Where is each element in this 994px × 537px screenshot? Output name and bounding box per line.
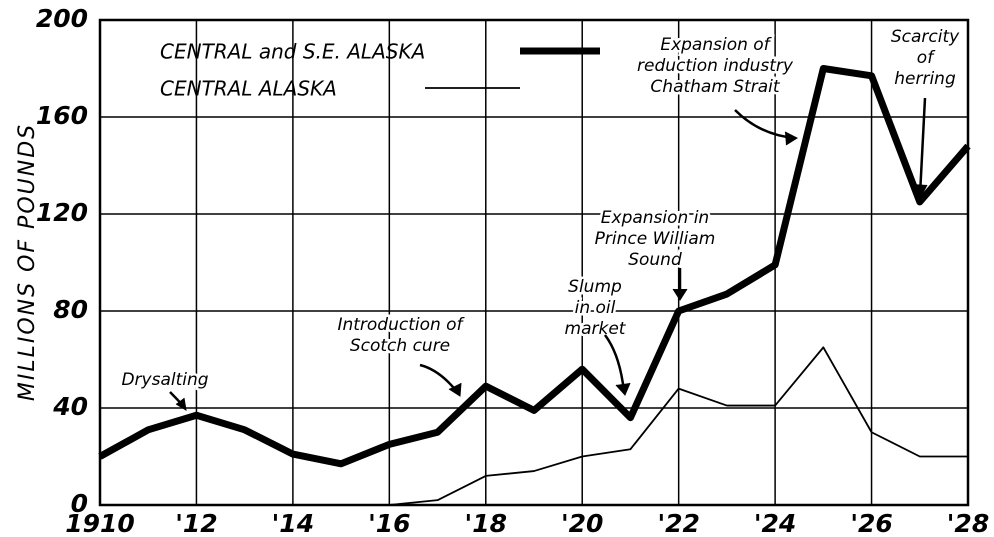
- x-tick-label: '24: [754, 509, 796, 537]
- y-axis-label: MILLIONS OF POUNDS: [15, 123, 40, 401]
- arrow-head: [672, 288, 688, 301]
- x-tick-label: 1910: [65, 509, 135, 537]
- y-tick-label: 120: [36, 198, 88, 227]
- x-tick-label: '20: [561, 509, 603, 537]
- plot-frame: [98, 18, 970, 507]
- annotation-arrow: [918, 97, 927, 196]
- annotation: Scotch cure: [350, 336, 450, 356]
- y-tick-label: 40: [52, 392, 88, 421]
- annotation: herring: [894, 69, 956, 89]
- x-tick-label: '28: [947, 509, 989, 537]
- y-tick-label: 80: [53, 295, 88, 324]
- annotation: Prince William: [595, 229, 716, 249]
- series-line: [98, 65, 971, 468]
- annotation: Sound: [628, 250, 682, 270]
- arrow-head: [175, 397, 187, 411]
- legend-label: CENTRAL and S.E. ALASKA: [160, 40, 425, 64]
- y-tick-label: 0: [71, 489, 88, 518]
- series-line: [389, 346, 968, 506]
- annotation: Chatham Strait: [650, 77, 780, 97]
- annotation: Scarcity: [891, 27, 960, 47]
- y-tick-label: 200: [36, 4, 88, 33]
- legend-label: CENTRAL ALASKA: [160, 77, 337, 101]
- x-tick-label: '14: [272, 509, 314, 537]
- x-tick-label: '22: [657, 509, 699, 537]
- arrow-head: [448, 382, 462, 397]
- annotation: Slump: [568, 277, 622, 297]
- arrow-head: [911, 183, 928, 200]
- x-tick-label: '26: [850, 509, 892, 537]
- annotation: Drysalting: [121, 370, 208, 390]
- x-tick-label: '18: [465, 509, 507, 537]
- x-tick-label: '12: [175, 509, 217, 537]
- annotation: Introduction of: [337, 315, 465, 335]
- annotation: reduction industry: [637, 56, 794, 76]
- annotation: in oil: [575, 298, 616, 318]
- arrow-head: [615, 382, 631, 396]
- arrow-head: [784, 131, 799, 146]
- annotation: Expansion of: [660, 35, 772, 55]
- x-tick-label: '16: [368, 509, 410, 537]
- annotation: Expansion in: [601, 208, 709, 228]
- annotation: market: [565, 319, 627, 339]
- y-tick-label: 160: [36, 101, 88, 130]
